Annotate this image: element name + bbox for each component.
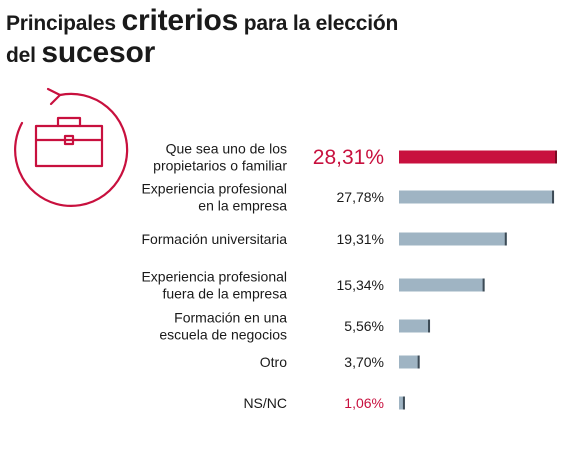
category-label-line: en la empresa	[198, 198, 287, 214]
category-label-line: Que sea uno de los	[166, 141, 287, 157]
bar-end-0	[555, 150, 557, 164]
category-label-6: NS/NC	[243, 395, 287, 411]
value-label-2: 19,31%	[337, 231, 384, 247]
category-label-5: Otro	[260, 354, 287, 370]
value-label-4: 5,56%	[344, 318, 384, 334]
value-label-3: 15,34%	[337, 277, 384, 293]
bar-end-6	[402, 396, 405, 410]
category-label-line: escuela de negocios	[159, 327, 287, 343]
category-label-line: fuera de la empresa	[162, 286, 287, 302]
category-label-4: Formación en una escuela de negocios	[159, 310, 287, 343]
chart-title: Principales criterios para la elección d…	[6, 6, 398, 70]
category-label-1: Experiencia profesional en la empresa	[141, 181, 287, 214]
bar-end-4	[428, 319, 431, 333]
bar-1	[399, 190, 555, 204]
bar-2	[399, 232, 507, 246]
bar-end-2	[504, 232, 507, 246]
category-label-line: Formación universitaria	[142, 231, 288, 247]
title-line-2: del sucesor	[6, 36, 156, 69]
category-label-line: Otro	[260, 354, 287, 370]
category-label-2: Formación universitaria	[142, 231, 288, 247]
category-label-line: propietarios o familiar	[153, 158, 287, 174]
category-label-line: Experiencia profesional	[141, 269, 287, 285]
bar-6	[399, 396, 405, 410]
category-label-line: NS/NC	[243, 395, 287, 411]
value-label-5: 3,70%	[344, 354, 384, 370]
bar-4	[399, 319, 431, 333]
value-label-0: 28,31%	[313, 146, 384, 169]
category-label-3: Experiencia profesional fuera de la empre…	[141, 269, 287, 302]
bar-5	[399, 355, 420, 369]
category-label-0: Que sea uno de los propietarios o familia…	[153, 141, 287, 174]
value-label-6: 1,06%	[344, 395, 384, 411]
bar-3	[399, 278, 485, 292]
bar-end-5	[417, 355, 420, 369]
bar-end-1	[552, 190, 555, 204]
value-label-1: 27,78%	[337, 189, 384, 205]
bar-end-3	[482, 278, 485, 292]
category-label-line: Formación en una	[174, 310, 287, 326]
category-label-line: Experiencia profesional	[141, 181, 287, 197]
title-line-1: Principales criterios para la elección	[6, 4, 399, 37]
bar-0	[399, 150, 557, 164]
